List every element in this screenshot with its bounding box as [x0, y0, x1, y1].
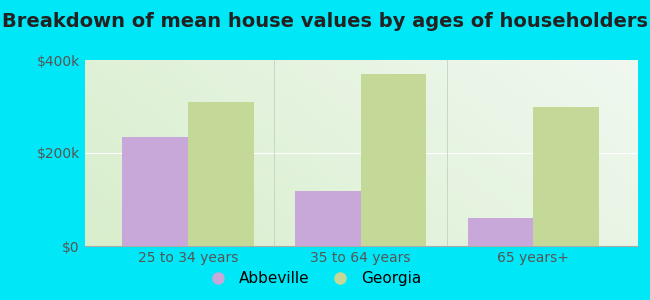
- Bar: [295, 191, 361, 246]
- Text: Breakdown of mean house values by ages of householders: Breakdown of mean house values by ages o…: [2, 12, 648, 31]
- Bar: [361, 74, 426, 246]
- Bar: [122, 137, 188, 246]
- Bar: [468, 218, 534, 246]
- Bar: [534, 106, 599, 246]
- Legend: Abbeville, Georgia: Abbeville, Georgia: [196, 265, 428, 292]
- Bar: [188, 102, 254, 246]
